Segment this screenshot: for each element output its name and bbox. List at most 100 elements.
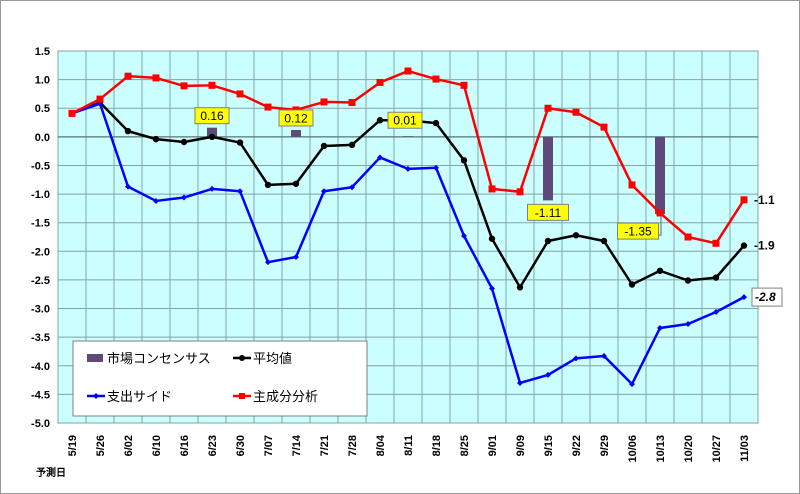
y-tick-label: -3.5 — [31, 332, 50, 344]
bar — [655, 136, 665, 215]
data-point — [68, 109, 76, 117]
data-label-box — [527, 203, 569, 221]
data-point — [572, 108, 580, 116]
data-point — [180, 138, 188, 146]
legend-marker — [239, 393, 245, 399]
data-point — [488, 185, 496, 193]
data-point — [573, 355, 579, 362]
data-point — [461, 232, 467, 239]
bar — [207, 127, 217, 137]
data-point — [516, 188, 524, 196]
bar — [403, 136, 413, 137]
data-point — [153, 197, 159, 204]
data-point — [237, 188, 243, 195]
x-tick-label: 6/16 — [179, 435, 191, 456]
x-tick-label: 10/13 — [655, 435, 667, 463]
data-point — [376, 78, 384, 86]
data-point — [460, 81, 468, 89]
x-tick-label: 7/14 — [291, 434, 303, 456]
data-point — [657, 324, 663, 331]
data-label: -1.11 — [535, 206, 562, 220]
data-point — [685, 320, 691, 327]
x-tick-label: 8/25 — [459, 435, 471, 456]
data-point — [124, 72, 132, 80]
end-label: -1.9 — [754, 239, 775, 253]
y-tick-label: 1.0 — [35, 75, 50, 87]
data-point — [320, 142, 328, 150]
data-point — [740, 242, 748, 249]
y-tick-label: -0.5 — [31, 160, 50, 172]
data-point — [516, 284, 524, 291]
data-label-box — [617, 222, 659, 240]
data-point — [712, 239, 720, 247]
data-point — [629, 381, 635, 388]
data-point — [208, 81, 216, 89]
x-tick-label: 8/04 — [375, 434, 387, 456]
y-tick-label: -1.0 — [31, 189, 50, 201]
data-point — [348, 141, 356, 149]
data-point — [96, 95, 104, 103]
data-point — [152, 74, 160, 82]
x-tick-label: 9/15 — [543, 435, 555, 456]
data-point — [209, 185, 215, 192]
data-point — [236, 90, 244, 98]
bar — [291, 129, 301, 137]
data-point — [292, 180, 300, 187]
end-label-box — [751, 287, 783, 307]
data-point — [376, 117, 384, 124]
data-point — [488, 235, 496, 242]
data-point — [433, 164, 439, 171]
data-point — [236, 139, 244, 146]
data-point — [152, 135, 160, 143]
data-label: 0.12 — [284, 111, 308, 125]
x-tick-label: 7/07 — [263, 435, 275, 456]
y-tick-label: -4.0 — [31, 361, 50, 373]
data-point — [517, 379, 523, 386]
legend-label: 主成分分析 — [253, 389, 318, 404]
data-point — [684, 233, 692, 241]
data-point — [264, 103, 272, 111]
data-point — [377, 154, 383, 161]
data-point — [348, 99, 356, 107]
data-point — [321, 188, 327, 195]
x-tick-label: 10/20 — [683, 435, 695, 463]
x-tick-label: 7/28 — [347, 435, 359, 456]
data-point — [349, 184, 355, 191]
data-point — [628, 281, 636, 288]
data-point — [684, 277, 692, 284]
x-tick-label: 8/11 — [403, 435, 415, 456]
data-point — [460, 157, 468, 164]
end-label: -1.1 — [754, 193, 775, 207]
data-label: 0.01 — [393, 114, 417, 128]
x-tick-label: 9/01 — [487, 435, 499, 456]
data-label-box — [194, 107, 230, 125]
data-point — [181, 194, 187, 201]
data-point — [628, 181, 636, 189]
data-point — [656, 209, 664, 217]
data-point — [489, 285, 495, 292]
data-point — [600, 123, 608, 131]
data-point — [432, 75, 440, 83]
data-point — [180, 82, 188, 90]
data-point — [545, 371, 551, 378]
x-tick-label: 10/06 — [627, 435, 639, 463]
y-tick-label: -4.5 — [31, 389, 50, 401]
x-tick-label: 5/26 — [95, 435, 107, 456]
y-tick-label: -2.0 — [31, 246, 50, 258]
x-tick-label: 7/21 — [319, 435, 331, 456]
legend-marker — [93, 393, 99, 399]
data-point — [656, 267, 664, 274]
x-tick-label: 9/29 — [599, 435, 611, 456]
x-tick-label: 11/03 — [739, 435, 751, 462]
data-point — [741, 294, 747, 301]
y-tick-label: 0.0 — [35, 132, 50, 144]
data-label: -1.35 — [624, 225, 652, 239]
x-tick-label: 5/19 — [67, 435, 79, 456]
x-tick-label: 9/09 — [515, 435, 527, 456]
data-point — [544, 237, 552, 245]
data-point — [712, 274, 720, 281]
data-point — [124, 127, 132, 135]
data-point — [320, 98, 328, 106]
legend-label: 平均値 — [253, 351, 292, 366]
y-tick-label: -1.5 — [31, 218, 50, 230]
